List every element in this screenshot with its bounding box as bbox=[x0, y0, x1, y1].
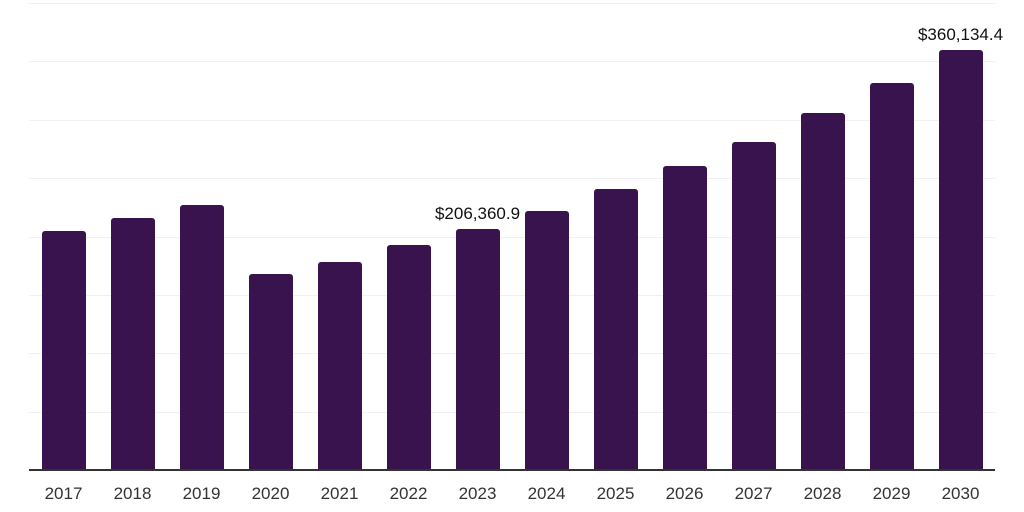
bar-2019 bbox=[179, 205, 224, 470]
gridline-100000 bbox=[29, 353, 995, 355]
bar-2027 bbox=[731, 142, 776, 470]
x-axis-line bbox=[29, 469, 995, 471]
x-tick-2018: 2018 bbox=[113, 484, 152, 503]
bar-2022 bbox=[386, 245, 431, 470]
gridline-400000 bbox=[29, 3, 995, 4]
bar-2024 bbox=[524, 211, 569, 470]
bar-2025 bbox=[593, 189, 638, 470]
x-tick-2020: 2020 bbox=[251, 484, 290, 503]
x-tick-2022: 2022 bbox=[389, 484, 428, 503]
x-tick-2027: 2027 bbox=[734, 484, 773, 503]
x-tick-2030: 2030 bbox=[941, 484, 980, 503]
bar-2030 bbox=[938, 50, 983, 470]
bar-2018 bbox=[110, 218, 155, 470]
gridline-350000 bbox=[29, 61, 995, 63]
bar-2028 bbox=[800, 113, 845, 470]
x-tick-2028: 2028 bbox=[803, 484, 842, 503]
gridline-50000 bbox=[29, 411, 995, 413]
bar-2026 bbox=[662, 166, 707, 470]
bar-2020 bbox=[248, 274, 293, 470]
bar-2021 bbox=[317, 262, 362, 470]
gridline-150000 bbox=[29, 294, 995, 296]
x-tick-2025: 2025 bbox=[596, 484, 635, 503]
x-tick-2021: 2021 bbox=[320, 484, 359, 503]
bar-2023 bbox=[455, 229, 500, 470]
data-label-2030: $360,134.4 bbox=[917, 25, 1004, 44]
gridline-250000 bbox=[29, 178, 995, 180]
gridline-300000 bbox=[29, 119, 995, 121]
x-tick-2029: 2029 bbox=[872, 484, 911, 503]
x-tick-2017: 2017 bbox=[44, 484, 83, 503]
bar-2017 bbox=[41, 231, 86, 470]
bar-2029 bbox=[869, 83, 914, 470]
x-tick-2023: 2023 bbox=[458, 484, 497, 503]
data-label-2023: $206,360.9 bbox=[434, 204, 521, 223]
x-tick-2026: 2026 bbox=[665, 484, 704, 503]
x-tick-2024: 2024 bbox=[527, 484, 566, 503]
gridline-200000 bbox=[29, 236, 995, 238]
x-tick-2019: 2019 bbox=[182, 484, 221, 503]
